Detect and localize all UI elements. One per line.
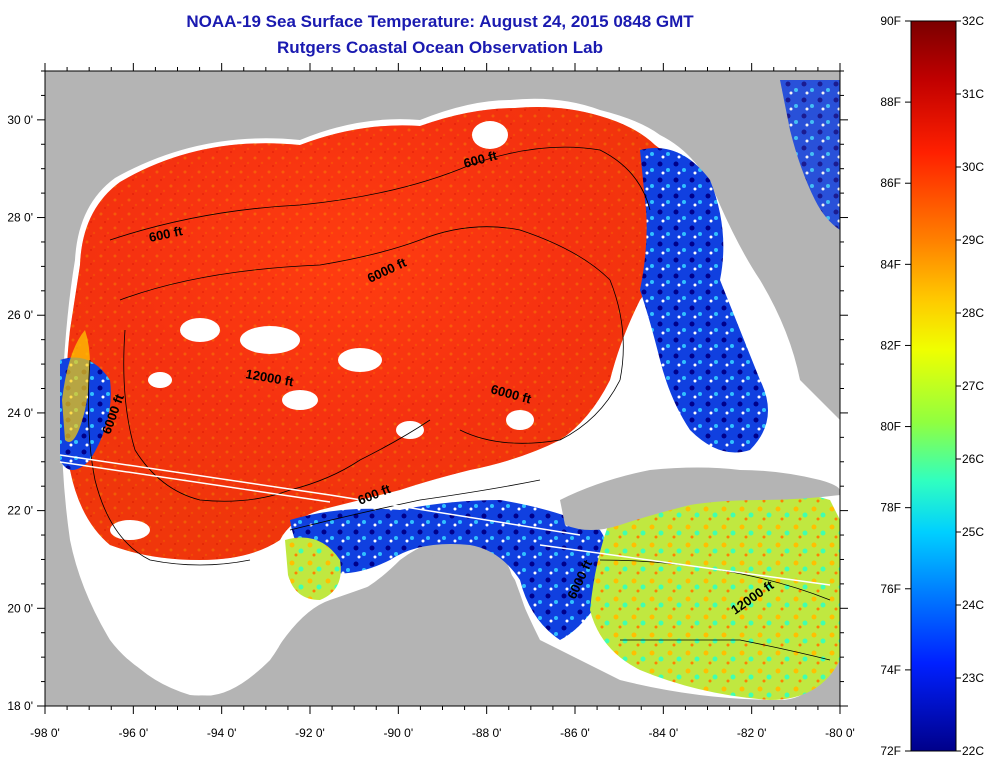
x-tick-label: -88 0'	[472, 726, 502, 740]
x-tick-label: -94 0'	[207, 726, 237, 740]
colorbar-c-label: 28C	[962, 306, 984, 320]
y-tick-label: 30 0'	[7, 113, 33, 127]
y-tick-label: 26 0'	[7, 308, 33, 322]
longitude-axis: -98 0' -96 0' -94 0' -92 0' -90 0' -88 0' -86 …	[30, 63, 855, 740]
y-tick-label: 24 0'	[7, 406, 33, 420]
colorbar-f-label: 72F	[880, 744, 901, 758]
cuba-island	[560, 467, 840, 530]
colorbar-f-label: 90F	[880, 14, 901, 28]
colorbar-c-label: 32C	[962, 14, 984, 28]
colorbar-c-label: 22C	[962, 744, 984, 758]
colorbar-f-label: 84F	[880, 257, 901, 271]
colorbar-f-label: 86F	[880, 176, 901, 190]
colorbar-c-label: 25C	[962, 525, 984, 539]
swath-lines	[59, 454, 831, 586]
latitude-axis: 30 0' 28 0' 26 0' 24 0' 22 0' 20 0' 18 0'	[7, 70, 848, 713]
western-shelf-warm	[62, 330, 90, 442]
warm-water-texture	[66, 107, 690, 560]
bathymetry-contours	[87, 146, 831, 661]
caribbean-warm-patch	[590, 488, 840, 700]
x-tick-label: -82 0'	[737, 726, 767, 740]
yucatan-peninsula	[325, 547, 540, 706]
southern-mexico-nodata	[106, 560, 293, 696]
colorbar	[910, 20, 957, 752]
colorbar-c-label: 24C	[962, 598, 984, 612]
colorbar-f-label: 74F	[880, 663, 901, 677]
colorbar-f-label: 80F	[880, 420, 901, 434]
x-tick-label: -96 0'	[119, 726, 149, 740]
y-tick-label: 28 0'	[7, 211, 33, 225]
cloud-patches	[110, 121, 534, 540]
colorbar-f-label: 78F	[880, 501, 901, 515]
x-tick-label: -80 0'	[825, 726, 855, 740]
colorbar-c-label: 27C	[962, 379, 984, 393]
colorbar-f-label: 88F	[880, 95, 901, 109]
cool-water-yucatan	[290, 500, 610, 640]
x-tick-label: -92 0'	[295, 726, 325, 740]
x-tick-label: -84 0'	[649, 726, 679, 740]
svg-text:600 ft: 600 ft	[148, 223, 185, 245]
colorbar-c-label: 30C	[962, 160, 984, 174]
colorbar-c-label: 31C	[962, 87, 984, 101]
colorbar-c-label: 26C	[962, 452, 984, 466]
x-tick-label: -86 0'	[560, 726, 590, 740]
colorbar-f-label: 82F	[880, 338, 901, 352]
colorbar-fahrenheit-labels: 90F 88F 86F 84F 82F 80F 78F 76F 74F 72F	[880, 14, 911, 758]
x-tick-label: -90 0'	[384, 726, 414, 740]
colorbar-celsius-labels: 32C 31C 30C 29C 28C 27C 26C 25C 24C 23C 22C	[956, 14, 984, 758]
y-tick-label: 20 0'	[7, 601, 33, 615]
colorbar-c-label: 29C	[962, 233, 984, 247]
cool-water-east	[640, 148, 768, 453]
y-tick-label: 22 0'	[7, 504, 33, 518]
map-title: NOAA-19 Sea Surface Temperature: August …	[186, 12, 694, 31]
map-subtitle: Rutgers Coastal Ocean Observation Lab	[277, 38, 603, 57]
bay-of-campeche-patch	[285, 537, 341, 600]
map-plot-area: 600 ft 600 ft 6000 ft 12000 ft 6000 ft 6…	[45, 71, 840, 706]
florida-east-coast-sst	[780, 80, 840, 230]
colorbar-f-label: 76F	[880, 582, 901, 596]
x-tick-label: -98 0'	[30, 726, 60, 740]
y-tick-label: 18 0'	[7, 699, 33, 713]
colorbar-c-label: 23C	[962, 671, 984, 685]
